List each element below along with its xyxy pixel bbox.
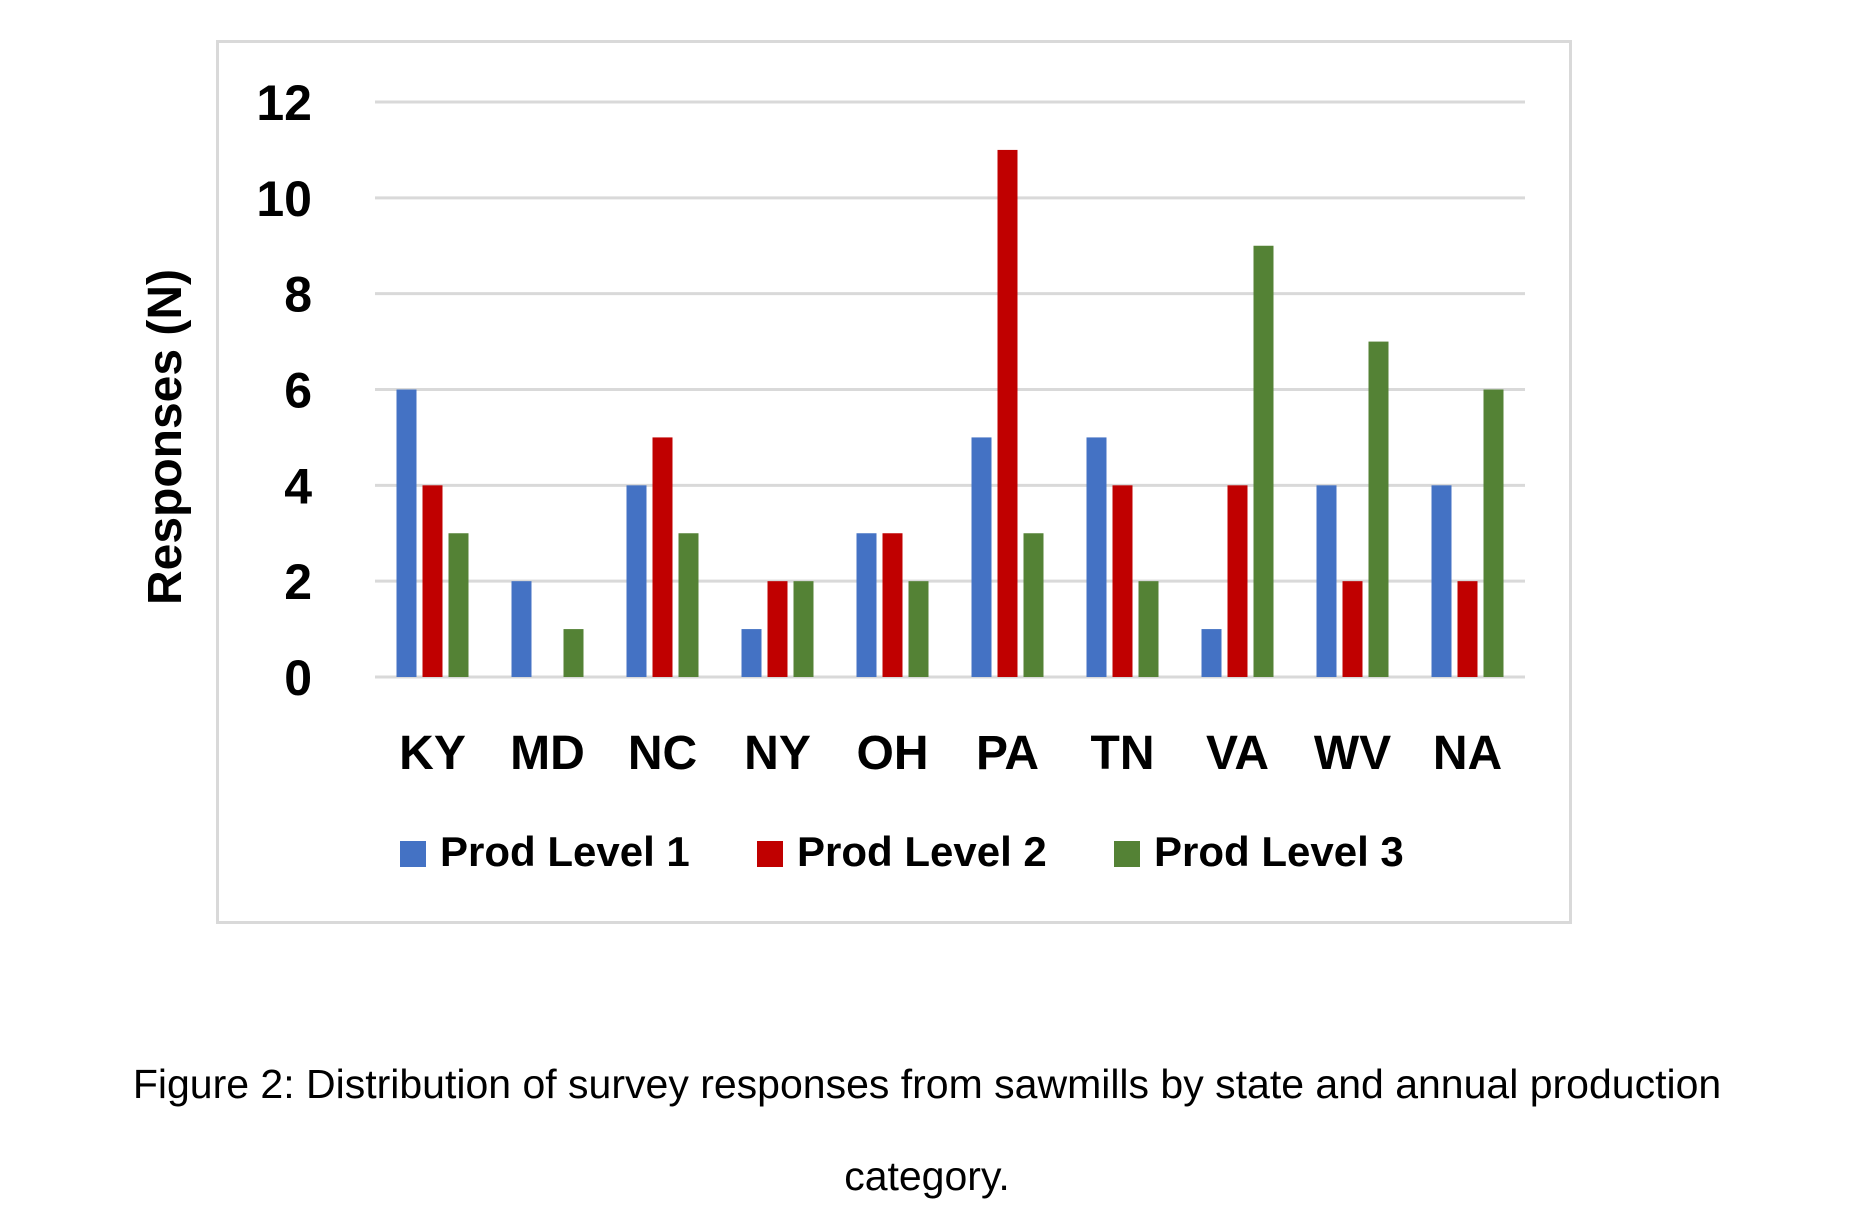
x-category-labels: KY MD NC NY OH PA TN VA WV NA	[399, 727, 1502, 780]
x-category-label: NA	[1433, 727, 1502, 780]
bar	[793, 581, 814, 677]
legend-swatch	[400, 841, 426, 867]
y-tick-label: 8	[284, 267, 312, 323]
bar	[448, 533, 469, 677]
legend-swatch	[757, 841, 783, 867]
bar	[626, 485, 647, 677]
y-tick-label: 0	[284, 650, 312, 706]
x-category-label: MD	[510, 727, 585, 780]
y-axis-label: Responses (N)	[139, 269, 192, 605]
y-tick-label: 2	[284, 554, 312, 610]
bar	[1316, 485, 1337, 677]
bar	[1253, 245, 1274, 677]
bar	[767, 581, 788, 677]
legend-label: Prod Level 1	[440, 828, 690, 875]
bar	[396, 389, 417, 677]
bar	[1201, 629, 1222, 677]
bar	[678, 533, 699, 677]
bar	[1112, 485, 1133, 677]
bar	[997, 149, 1018, 677]
caption-line-2: category.	[844, 1153, 1010, 1199]
bar	[1368, 341, 1389, 677]
y-tick-labels: 0 2 4 6 8 10 12	[256, 75, 312, 706]
bars	[396, 149, 1504, 677]
y-tick-label: 6	[284, 363, 312, 419]
bar	[563, 629, 584, 677]
bar	[1086, 437, 1107, 677]
x-category-label: NY	[744, 727, 811, 780]
bar	[422, 485, 443, 677]
legend-label: Prod Level 3	[1154, 828, 1404, 875]
y-tick-label: 12	[256, 75, 312, 131]
x-category-label: PA	[976, 727, 1039, 780]
caption-line-1: Figure 2: Distribution of survey respons…	[132, 1061, 1722, 1107]
legend-swatch	[1114, 841, 1140, 867]
bar	[652, 437, 673, 677]
bar	[1431, 485, 1452, 677]
bar	[1342, 581, 1363, 677]
bar	[511, 581, 532, 677]
y-tick-label: 4	[284, 458, 312, 514]
x-category-label: OH	[857, 727, 929, 780]
bar	[908, 581, 929, 677]
x-category-label: VA	[1206, 727, 1269, 780]
bar	[1023, 533, 1044, 677]
bar	[1483, 389, 1504, 677]
legend-label: Prod Level 2	[797, 828, 1047, 875]
x-category-label: KY	[399, 727, 466, 780]
x-category-label: WV	[1314, 727, 1391, 780]
bar	[1457, 581, 1478, 677]
x-category-label: TN	[1091, 727, 1155, 780]
bar	[741, 629, 762, 677]
bar	[856, 533, 877, 677]
bar	[1138, 581, 1159, 677]
bar	[971, 437, 992, 677]
bar	[882, 533, 903, 677]
legend: Prod Level 1 Prod Level 2 Prod Level 3	[400, 828, 1404, 875]
figure-caption: Figure 2: Distribution of survey respons…	[0, 1038, 1854, 1222]
chart-frame	[216, 40, 1572, 924]
bar-chart: 0 2 4 6 8 10 12 KY MD NC NY OH PA TN VA WV NA Responses…	[139, 75, 1525, 875]
x-category-label: NC	[628, 727, 697, 780]
bar	[1227, 485, 1248, 677]
y-tick-label: 10	[256, 171, 312, 227]
